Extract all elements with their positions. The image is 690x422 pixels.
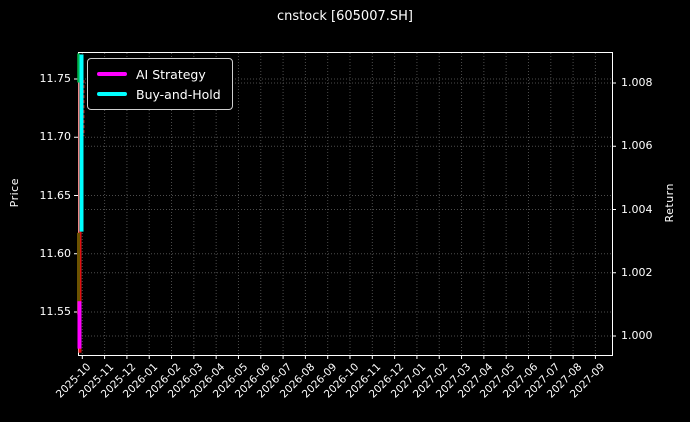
y-tick-label-price: 11.75 bbox=[39, 72, 72, 85]
y-tick-label-price: 11.55 bbox=[39, 305, 72, 318]
left-axis-title: Price bbox=[8, 178, 21, 208]
y-tick-label-return: 1.006 bbox=[621, 139, 653, 153]
y-tick-label-price: 11.60 bbox=[39, 246, 72, 260]
magenta-line-icon bbox=[97, 72, 127, 76]
y-tick-label-return: 1.008 bbox=[621, 76, 653, 89]
y-tick-label-price: 11.70 bbox=[39, 130, 72, 144]
legend-item-ai-strategy: AI Strategy bbox=[97, 64, 221, 84]
y-tick-label-price: 11.65 bbox=[39, 188, 72, 202]
y-tick-label-return: 1.004 bbox=[621, 202, 653, 216]
y-tick-label-return: 1.000 bbox=[621, 329, 653, 342]
legend-label: Buy-and-Hold bbox=[136, 86, 221, 102]
legend-box: AI Strategy Buy-and-Hold bbox=[87, 58, 233, 110]
y-tick-label-return: 1.002 bbox=[621, 265, 653, 279]
chart-title: cnstock [605007.SH] bbox=[277, 9, 413, 24]
right-axis-title: Return bbox=[663, 183, 676, 223]
legend-item-buy-and-hold: Buy-and-Hold bbox=[97, 84, 221, 104]
cyan-line-icon bbox=[97, 92, 127, 96]
legend-label: AI Strategy bbox=[136, 66, 206, 82]
